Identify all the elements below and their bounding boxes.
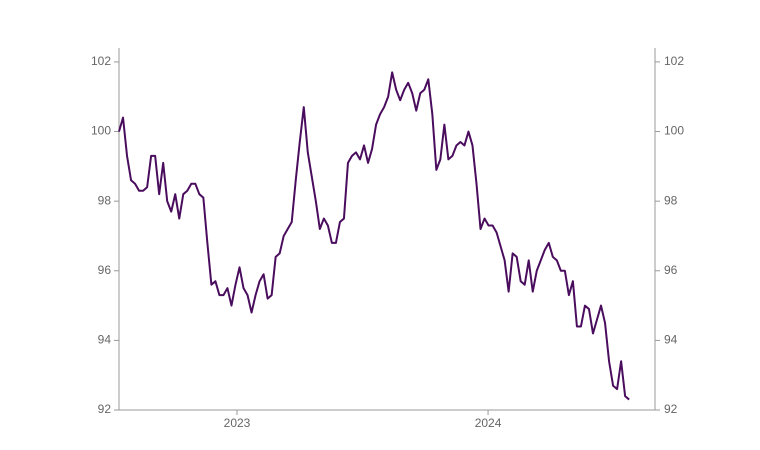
y-tick-label: 98	[98, 193, 112, 207]
y2-tick-label: 100	[664, 124, 684, 138]
y-tick-label: 94	[98, 333, 112, 347]
y-tick-label: 102	[91, 54, 111, 68]
y2-tick-label: 96	[664, 263, 678, 277]
y-tick-label: 100	[91, 124, 111, 138]
y2-tick-label: 92	[664, 402, 678, 416]
x-tick-label: 2023	[224, 416, 251, 430]
line	[118, 71, 630, 401]
y-tick-label: 92	[98, 402, 112, 416]
x-tick-label: 2024	[475, 416, 502, 430]
y2-tick-label: 94	[664, 333, 678, 347]
y2-tick-label: 98	[664, 193, 678, 207]
y2-tick-label: 102	[664, 54, 684, 68]
y-tick-label: 96	[98, 263, 112, 277]
